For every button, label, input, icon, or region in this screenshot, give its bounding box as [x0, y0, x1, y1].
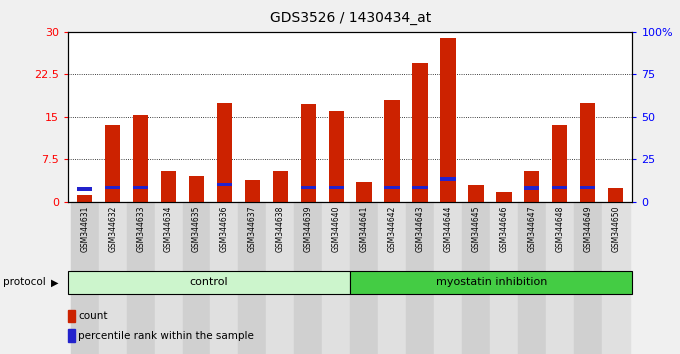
Bar: [189, 176, 204, 202]
Text: GSM344637: GSM344637: [248, 205, 257, 252]
Bar: [350, 271, 632, 294]
Bar: [68, 310, 75, 322]
Bar: [384, 100, 400, 202]
Text: GSM344647: GSM344647: [527, 205, 537, 252]
Bar: [406, 202, 434, 354]
Bar: [350, 202, 378, 354]
Bar: [384, 185, 400, 189]
Text: GSM344643: GSM344643: [415, 205, 424, 252]
Text: GSM344642: GSM344642: [388, 205, 396, 252]
Text: GSM344648: GSM344648: [556, 205, 564, 252]
Bar: [496, 192, 511, 202]
Bar: [322, 202, 350, 354]
Bar: [608, 188, 624, 202]
Text: GSM344644: GSM344644: [443, 205, 452, 252]
Bar: [469, 185, 483, 202]
Bar: [99, 202, 126, 354]
Bar: [328, 111, 344, 202]
Bar: [412, 185, 428, 189]
Bar: [546, 202, 574, 354]
Bar: [441, 177, 456, 181]
Bar: [182, 202, 211, 354]
Text: GSM344638: GSM344638: [276, 205, 285, 252]
Bar: [68, 271, 350, 294]
Bar: [356, 182, 372, 202]
Text: GSM344634: GSM344634: [164, 205, 173, 252]
Text: GSM344635: GSM344635: [192, 205, 201, 252]
Bar: [524, 187, 539, 190]
Bar: [217, 183, 232, 187]
Text: GSM344641: GSM344641: [360, 205, 369, 252]
Bar: [126, 202, 154, 354]
Text: ▶: ▶: [51, 277, 58, 287]
Bar: [105, 125, 120, 202]
Text: count: count: [78, 311, 107, 321]
Bar: [580, 185, 596, 189]
Bar: [294, 202, 322, 354]
Bar: [580, 103, 596, 202]
Bar: [462, 202, 490, 354]
Bar: [77, 187, 92, 191]
Bar: [133, 115, 148, 202]
Bar: [602, 202, 630, 354]
Text: GSM344646: GSM344646: [499, 205, 509, 252]
Bar: [524, 171, 539, 202]
Text: GSM344649: GSM344649: [583, 205, 592, 252]
Bar: [301, 104, 316, 202]
Text: protocol: protocol: [3, 277, 46, 287]
Bar: [328, 185, 344, 189]
Bar: [211, 202, 239, 354]
Bar: [441, 38, 456, 202]
Bar: [552, 185, 567, 189]
Text: GSM344645: GSM344645: [471, 205, 481, 252]
Bar: [434, 202, 462, 354]
Bar: [378, 202, 406, 354]
Bar: [490, 202, 518, 354]
Bar: [217, 103, 232, 202]
Bar: [552, 125, 567, 202]
Bar: [154, 202, 182, 354]
Bar: [68, 329, 75, 342]
Text: GDS3526 / 1430434_at: GDS3526 / 1430434_at: [269, 11, 431, 25]
Bar: [267, 202, 294, 354]
Bar: [518, 202, 546, 354]
Text: GSM344631: GSM344631: [80, 205, 89, 252]
Bar: [133, 185, 148, 189]
Text: GSM344639: GSM344639: [304, 205, 313, 252]
Bar: [273, 171, 288, 202]
Text: control: control: [190, 277, 228, 287]
Text: GSM344640: GSM344640: [332, 205, 341, 252]
Bar: [245, 180, 260, 202]
Bar: [161, 171, 176, 202]
Bar: [105, 185, 120, 189]
Text: myostatin inhibition: myostatin inhibition: [436, 277, 547, 287]
Bar: [77, 195, 92, 202]
Bar: [71, 202, 99, 354]
Bar: [412, 63, 428, 202]
Text: GSM344632: GSM344632: [108, 205, 117, 252]
Text: GSM344636: GSM344636: [220, 205, 229, 252]
Text: percentile rank within the sample: percentile rank within the sample: [78, 331, 254, 341]
Text: GSM344650: GSM344650: [611, 205, 620, 252]
Bar: [301, 185, 316, 189]
Bar: [239, 202, 267, 354]
Text: GSM344633: GSM344633: [136, 205, 145, 252]
Bar: [574, 202, 602, 354]
